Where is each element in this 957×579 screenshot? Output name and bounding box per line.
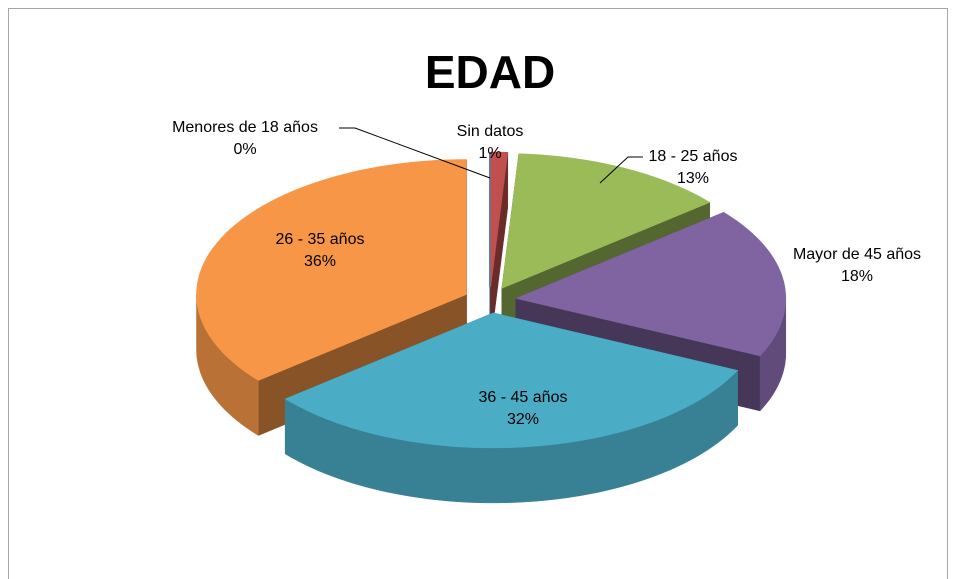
slice-top bbox=[490, 151, 509, 288]
data-label-category: 36 - 45 años bbox=[479, 389, 568, 406]
slice-top bbox=[514, 212, 787, 357]
data-label-value: 13% bbox=[677, 170, 709, 187]
data-label-value: 32% bbox=[507, 411, 539, 428]
data-label-category: Menores de 18 años bbox=[172, 119, 318, 136]
leader-line bbox=[599, 156, 643, 184]
data-label-category: Mayor de 45 años bbox=[793, 246, 921, 263]
data-label-category: 18 - 25 años bbox=[649, 148, 738, 165]
chart-title: EDAD bbox=[425, 46, 555, 98]
data-label-category: Sin datos bbox=[457, 123, 524, 140]
data-label-value: 36% bbox=[304, 253, 336, 270]
slice bbox=[490, 151, 509, 343]
slice-top bbox=[284, 312, 739, 449]
leader-line bbox=[339, 127, 491, 179]
data-label-category: 26 - 35 años bbox=[276, 231, 365, 248]
data-label-value: 18% bbox=[841, 268, 873, 285]
slice bbox=[196, 159, 467, 436]
slice-top bbox=[196, 159, 467, 381]
slice-top bbox=[501, 153, 711, 289]
data-label-value: 0% bbox=[233, 141, 256, 158]
data-label-value: 1% bbox=[478, 145, 501, 162]
slice bbox=[284, 312, 739, 504]
